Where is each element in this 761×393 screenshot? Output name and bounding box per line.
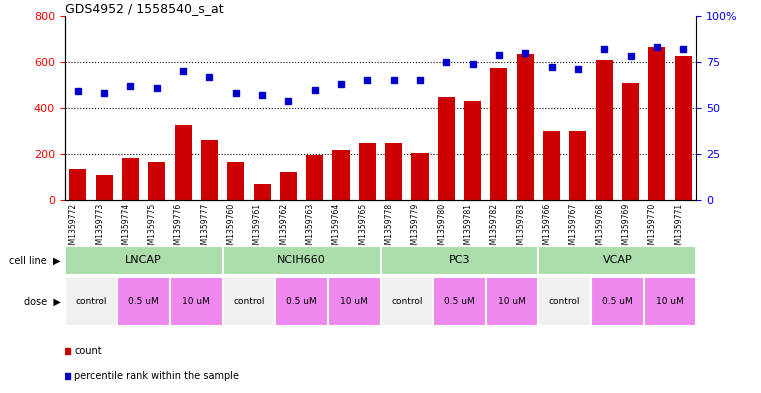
Text: GSM1359766: GSM1359766: [543, 203, 552, 254]
Text: percentile rank within the sample: percentile rank within the sample: [75, 371, 239, 381]
Text: GSM1359782: GSM1359782: [490, 203, 499, 254]
Bar: [174, 125, 192, 200]
Text: GSM1359761: GSM1359761: [253, 203, 262, 254]
Text: GSM1359777: GSM1359777: [200, 203, 209, 254]
Bar: [438, 97, 455, 200]
Bar: [117, 277, 170, 326]
Bar: [380, 277, 433, 326]
Bar: [380, 246, 539, 275]
Bar: [328, 277, 380, 326]
Bar: [433, 277, 486, 326]
Bar: [253, 184, 271, 200]
Bar: [358, 143, 376, 200]
Text: cell line  ▶: cell line ▶: [9, 255, 61, 265]
Text: GSM1359774: GSM1359774: [122, 203, 130, 254]
Bar: [385, 143, 403, 200]
Text: GSM1359779: GSM1359779: [411, 203, 420, 254]
Text: GSM1359771: GSM1359771: [674, 203, 683, 254]
Text: GSM1359767: GSM1359767: [569, 203, 578, 254]
Text: GSM1359773: GSM1359773: [95, 203, 104, 254]
Bar: [674, 56, 692, 200]
Bar: [228, 162, 244, 200]
Bar: [69, 169, 87, 200]
Text: GSM1359783: GSM1359783: [516, 203, 525, 254]
Text: GSM1359775: GSM1359775: [148, 203, 157, 254]
Bar: [648, 47, 665, 200]
Text: control: control: [391, 297, 422, 306]
Text: NCIH660: NCIH660: [277, 255, 326, 265]
Bar: [223, 246, 380, 275]
Bar: [170, 277, 223, 326]
Text: GSM1359778: GSM1359778: [384, 203, 393, 254]
Bar: [65, 277, 117, 326]
Bar: [122, 158, 139, 200]
Bar: [539, 246, 696, 275]
Bar: [569, 131, 587, 200]
Bar: [517, 54, 533, 200]
Bar: [333, 150, 349, 200]
Bar: [486, 277, 539, 326]
Text: 10 uM: 10 uM: [340, 297, 368, 306]
Bar: [223, 277, 275, 326]
Text: GSM1359768: GSM1359768: [595, 203, 604, 254]
Text: 0.5 uM: 0.5 uM: [602, 297, 632, 306]
Text: control: control: [233, 297, 265, 306]
Bar: [591, 277, 644, 326]
Text: GSM1359770: GSM1359770: [648, 203, 657, 254]
Text: GSM1359763: GSM1359763: [306, 203, 315, 254]
Bar: [280, 172, 297, 200]
Bar: [412, 153, 428, 200]
Text: control: control: [549, 297, 581, 306]
Bar: [490, 68, 508, 200]
Text: dose  ▶: dose ▶: [24, 297, 61, 307]
Text: GSM1359776: GSM1359776: [174, 203, 183, 254]
Text: VCAP: VCAP: [603, 255, 632, 265]
Bar: [622, 83, 639, 200]
Bar: [539, 277, 591, 326]
Text: GDS4952 / 1558540_s_at: GDS4952 / 1558540_s_at: [65, 2, 223, 15]
Text: GSM1359765: GSM1359765: [358, 203, 368, 254]
Text: GSM1359762: GSM1359762: [279, 203, 288, 254]
Text: control: control: [75, 297, 107, 306]
Text: 10 uM: 10 uM: [183, 297, 210, 306]
Text: count: count: [75, 346, 102, 356]
Bar: [306, 155, 323, 200]
Text: 0.5 uM: 0.5 uM: [286, 297, 317, 306]
Bar: [596, 60, 613, 200]
Text: GSM1359781: GSM1359781: [463, 203, 473, 254]
Bar: [464, 101, 481, 200]
Bar: [148, 162, 165, 200]
Text: GSM1359780: GSM1359780: [438, 203, 446, 254]
Bar: [201, 140, 218, 200]
Text: GSM1359772: GSM1359772: [68, 203, 78, 254]
Text: 0.5 uM: 0.5 uM: [444, 297, 475, 306]
Text: GSM1359764: GSM1359764: [332, 203, 341, 254]
Text: GSM1359769: GSM1359769: [622, 203, 631, 254]
Bar: [96, 175, 113, 200]
Text: GSM1359760: GSM1359760: [227, 203, 236, 254]
Text: 0.5 uM: 0.5 uM: [129, 297, 159, 306]
Bar: [644, 277, 696, 326]
Text: LNCAP: LNCAP: [126, 255, 162, 265]
Text: PC3: PC3: [449, 255, 470, 265]
Bar: [543, 131, 560, 200]
Text: 10 uM: 10 uM: [656, 297, 684, 306]
Bar: [65, 246, 223, 275]
Text: 10 uM: 10 uM: [498, 297, 526, 306]
Bar: [275, 277, 328, 326]
